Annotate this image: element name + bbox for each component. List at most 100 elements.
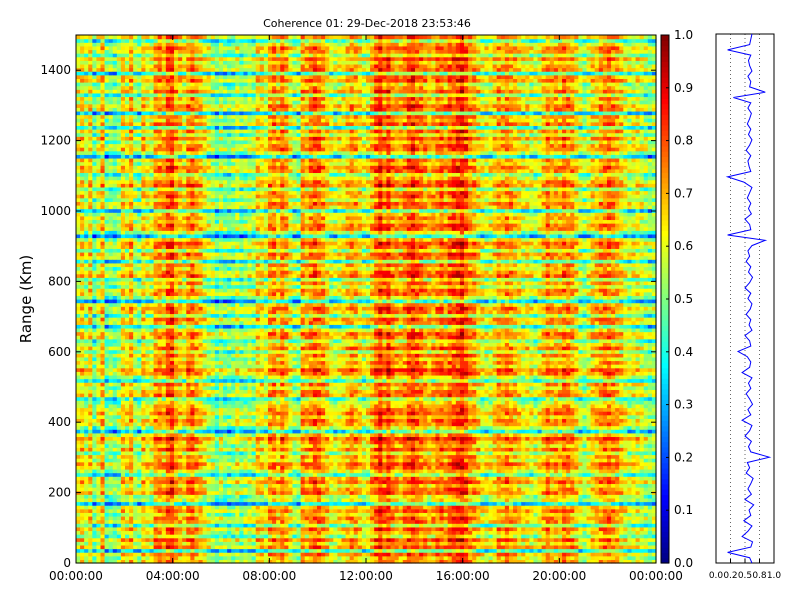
heatmap-cell: [116, 552, 122, 557]
heatmap-cell: [174, 38, 179, 43]
heatmap-cell: [96, 186, 102, 192]
heatmap-cell: [145, 490, 151, 495]
heatmap-cell: [92, 414, 98, 419]
heatmap-cell: [198, 335, 204, 340]
heatmap-cell: [210, 421, 216, 427]
heatmap-cell: [206, 201, 212, 206]
heatmap-cell: [125, 107, 130, 112]
heatmap-cell: [178, 266, 183, 271]
heatmap-cell: [194, 364, 200, 369]
heatmap-cell: [149, 183, 155, 188]
heatmap-cell: [88, 262, 93, 268]
heatmap-cell: [153, 403, 159, 409]
heatmap-cell: [141, 78, 147, 83]
heatmap-cell: [96, 157, 102, 163]
heatmap-cell: [76, 346, 81, 351]
heatmap-cell: [153, 306, 159, 311]
heatmap-cell: [190, 342, 196, 347]
heatmap-cell: [100, 154, 106, 159]
heatmap-cell: [88, 317, 93, 322]
heatmap-cell: [178, 288, 183, 293]
heatmap-cell: [92, 262, 98, 268]
heatmap-cell: [174, 103, 179, 108]
heatmap-cell: [129, 360, 134, 365]
heatmap-cell: [100, 515, 106, 521]
heatmap-cell: [149, 483, 155, 488]
heatmap-cell: [100, 313, 106, 318]
heatmap-cell: [149, 440, 155, 445]
heatmap-cell: [145, 407, 151, 412]
heatmap-cell: [169, 125, 175, 130]
heatmap-cell: [96, 114, 102, 119]
heatmap-cell: [165, 136, 171, 141]
heatmap-cell: [112, 129, 118, 134]
heatmap-cell: [92, 165, 98, 170]
heatmap-cell: [149, 121, 155, 127]
heatmap-cell: [182, 132, 187, 137]
heatmap-cell: [80, 60, 85, 65]
heatmap-cell: [153, 342, 159, 347]
heatmap-cell: [161, 450, 167, 456]
heatmap-cell: [210, 251, 216, 257]
heatmap-cell: [182, 89, 187, 94]
heatmap-cell: [92, 378, 98, 383]
heatmap-cell: [84, 432, 89, 438]
heatmap-cell: [210, 190, 216, 195]
heatmap-cell: [165, 429, 171, 434]
heatmap-cell: [174, 157, 179, 163]
heatmap-cell: [133, 201, 138, 206]
heatmap-cell: [190, 291, 196, 296]
heatmap-cell: [88, 465, 93, 470]
heatmap-cell: [92, 107, 98, 112]
heatmap-cell: [76, 396, 81, 401]
heatmap-cell: [194, 212, 200, 217]
heatmap-cell: [112, 360, 118, 365]
heatmap-cell: [161, 425, 167, 430]
heatmap-cell: [145, 374, 151, 380]
heatmap-cell: [182, 544, 187, 550]
heatmap-cell: [108, 302, 114, 307]
heatmap-cell: [88, 201, 93, 206]
heatmap-cell: [182, 327, 187, 333]
heatmap-cell: [165, 259, 171, 264]
heatmap-cell: [190, 465, 196, 470]
heatmap-cell: [80, 176, 85, 181]
heatmap-cell: [174, 85, 179, 90]
heatmap-cell: [116, 190, 122, 195]
heatmap-cell: [174, 306, 179, 311]
heatmap-cell: [210, 512, 216, 517]
heatmap-cell: [141, 136, 147, 141]
heatmap-cell: [125, 291, 130, 296]
heatmap-cell: [129, 190, 134, 195]
heatmap-cell: [186, 385, 191, 391]
heatmap-cell: [129, 555, 134, 560]
heatmap-cell: [202, 313, 208, 318]
heatmap-cell: [88, 136, 93, 141]
heatmap-cell: [120, 219, 126, 224]
heatmap-cell: [206, 226, 212, 231]
heatmap-cell: [210, 519, 216, 524]
heatmap-cell: [120, 425, 126, 430]
heatmap-cell: [137, 429, 142, 434]
heatmap-cell: [88, 89, 93, 94]
heatmap-cell: [84, 78, 89, 83]
heatmap-cell: [137, 291, 142, 296]
heatmap-cell: [129, 468, 134, 474]
heatmap-cell: [100, 139, 106, 145]
heatmap-cell: [133, 385, 138, 391]
heatmap-cell: [194, 60, 200, 65]
heatmap-cell: [96, 63, 102, 69]
heatmap-cell: [214, 472, 220, 477]
heatmap-cell: [80, 537, 85, 542]
heatmap-cell: [133, 85, 138, 90]
heatmap-cell: [198, 465, 204, 470]
heatmap-cell: [153, 223, 159, 228]
heatmap-cell: [92, 548, 98, 553]
heatmap-cell: [157, 251, 163, 257]
heatmap-cell: [165, 114, 171, 119]
heatmap-cell: [88, 559, 93, 564]
heatmap-cell: [161, 63, 167, 69]
heatmap-cell: [206, 483, 212, 488]
heatmap-cell: [92, 89, 98, 94]
heatmap-cell: [92, 208, 98, 213]
